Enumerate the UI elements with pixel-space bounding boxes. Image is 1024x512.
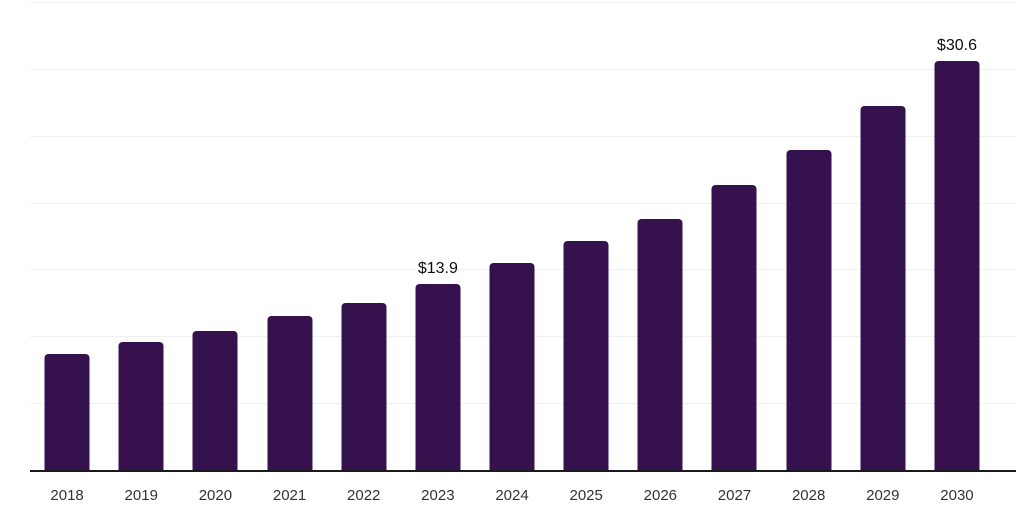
bar-slot-2020 — [178, 2, 252, 470]
bar-2018 — [44, 353, 90, 470]
gridline-35 — [30, 2, 1016, 3]
x-axis: 2018 2019 2020 2021 2022 2023 2024 2025 2026 2027… — [30, 474, 994, 512]
bar-slot-2023: $13.9 — [401, 2, 475, 470]
x-tick-2027: 2027 — [717, 487, 752, 504]
x-tick-2030: 2030 — [940, 487, 974, 504]
bar-2019 — [118, 341, 164, 470]
x-tick-2022: 2022 — [347, 487, 381, 504]
bar-slot-2021 — [252, 2, 326, 470]
bar-slot-2024 — [475, 2, 549, 470]
bar-2030 — [934, 60, 980, 470]
bar-slot-2022 — [327, 2, 401, 470]
x-tick-2025: 2025 — [569, 487, 603, 504]
value-label-2023: $13.9 — [417, 260, 458, 278]
bars-container: $13.9 $30.6 — [30, 2, 994, 470]
bar-2024 — [489, 262, 535, 470]
x-tick-2026: 2026 — [643, 487, 678, 504]
bar-2020 — [192, 330, 238, 470]
bar-2027 — [711, 185, 757, 470]
bar-2022 — [341, 302, 387, 470]
x-tick-2018: 2018 — [50, 487, 84, 504]
bar-slot-2029 — [846, 2, 920, 470]
bar-2025 — [563, 241, 609, 470]
x-tick-2019: 2019 — [124, 487, 158, 504]
gridline-20 — [30, 202, 1016, 204]
bar-2026 — [637, 218, 683, 470]
bar-slot-2019 — [104, 2, 178, 470]
x-tick-2020: 2020 — [198, 487, 233, 504]
x-tick-2024: 2024 — [495, 487, 529, 504]
plot-area: $13.9 $30.6 — [30, 2, 1016, 472]
bar-slot-2018 — [30, 2, 104, 470]
bar-2028 — [786, 150, 832, 470]
bar-slot-2030: $30.6 — [920, 2, 994, 470]
x-tick-2028: 2028 — [791, 487, 826, 504]
bar-2029 — [860, 106, 906, 470]
bar-slot-2028 — [772, 2, 846, 470]
gridline-25 — [30, 135, 1016, 137]
bar-slot-2027 — [697, 2, 771, 470]
bar-2021 — [267, 316, 313, 470]
x-tick-2021: 2021 — [272, 487, 307, 504]
value-label-2030: $30.6 — [936, 36, 977, 54]
bar-slot-2025 — [549, 2, 623, 470]
gridline-30 — [30, 68, 1016, 70]
x-tick-2023: 2023 — [421, 487, 455, 504]
bar-slot-2026 — [623, 2, 697, 470]
bar-2023 — [415, 284, 461, 470]
x-tick-2029: 2029 — [866, 487, 900, 504]
